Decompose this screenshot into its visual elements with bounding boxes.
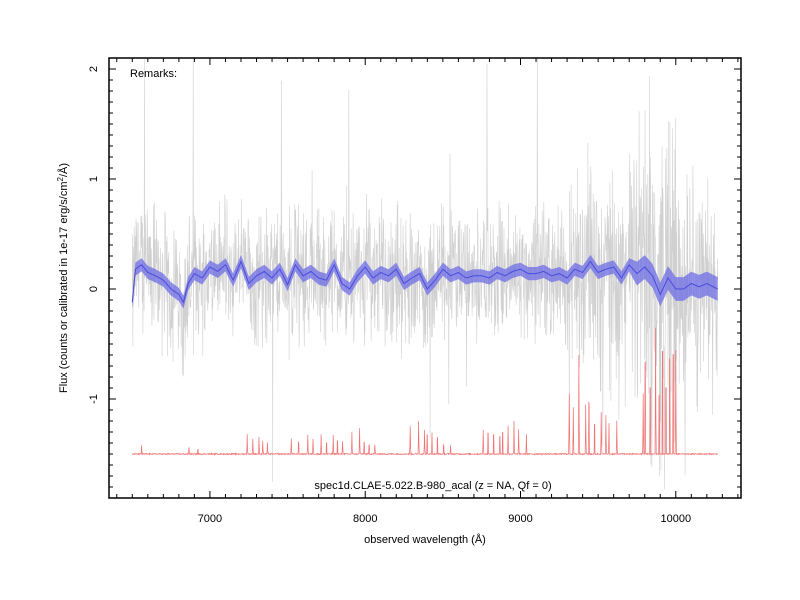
y-axis-title-tail: /Å)	[57, 163, 70, 177]
axis-ticks: 7000 8000 9000 10000 -1 0 1 2	[88, 57, 741, 525]
x-axis-title: observed wavelength (Å)	[364, 533, 486, 546]
y-tick-label: 1	[88, 176, 100, 182]
x-tick-label: 7000	[198, 513, 222, 525]
x-tick-label: 8000	[353, 513, 377, 525]
y-axis-title-superscript: 2	[56, 176, 65, 181]
x-tick-label: 9000	[508, 513, 532, 525]
y-tick-label: 0	[88, 286, 100, 292]
x-tick-label: 10000	[660, 513, 691, 525]
sky-spectrum-line	[132, 327, 718, 456]
plot-area	[131, 58, 718, 490]
remarks-label: Remarks:	[130, 68, 177, 80]
y-tick-label: 2	[88, 66, 100, 72]
smoothed-flux-band	[132, 254, 718, 309]
sky-spectrum-series	[132, 327, 718, 456]
smoothed-flux-line	[131, 260, 718, 304]
y-axis-title-main: Flux (counts or calibrated in 1e-17 erg/…	[58, 181, 70, 393]
y-axis-title: Flux (counts or calibrated in 1e-17 erg/…	[56, 163, 71, 393]
spectrum-caption: spec1d.CLAE-5.022.B-980_acal (z = NA, Qf…	[314, 480, 551, 492]
y-tick-label: -1	[88, 394, 100, 404]
smoothed-flux-series	[131, 254, 718, 309]
